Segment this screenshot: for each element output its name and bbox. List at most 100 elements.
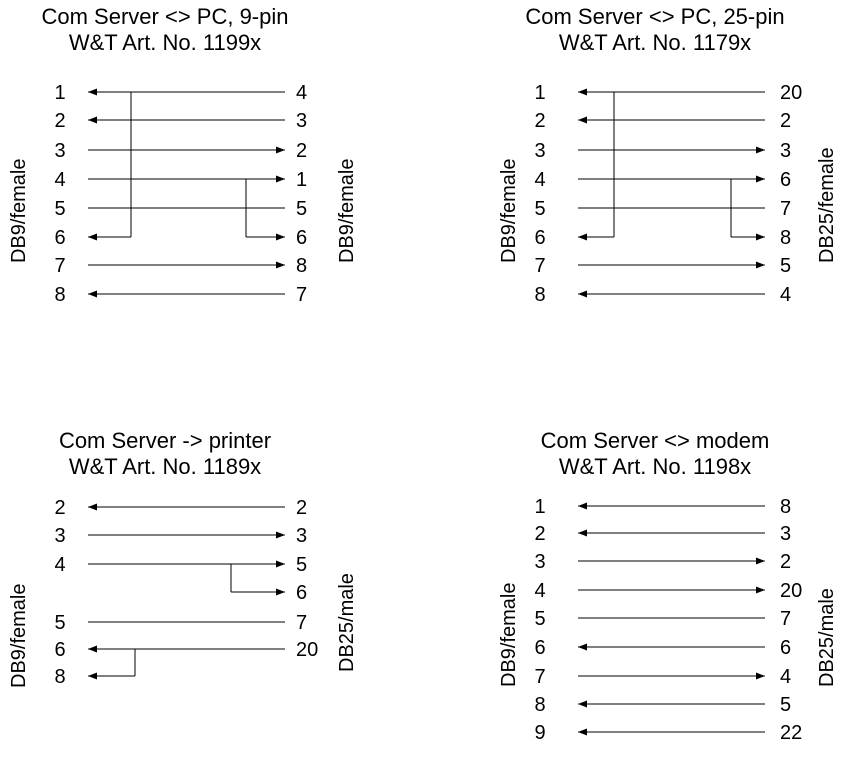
left-pin-label: 7 xyxy=(534,666,545,688)
left-pin-label: 5 xyxy=(534,198,545,220)
right-pin-label: 8 xyxy=(780,227,791,249)
right-pin-label: 6 xyxy=(780,637,791,659)
arrowhead xyxy=(756,557,765,565)
arrowhead xyxy=(88,88,97,96)
diagram-subtitle: W&T Art. No. 1189x xyxy=(68,454,262,479)
right-pin-label: 1 xyxy=(296,169,307,191)
right-pin-label: 5 xyxy=(296,554,307,576)
left-pin-label: 4 xyxy=(534,169,545,191)
left-pin-label: 6 xyxy=(534,637,545,659)
diagram-subtitle: W&T Art. No. 1179x xyxy=(558,30,752,55)
arrowhead xyxy=(276,175,285,183)
right-pin-label: 4 xyxy=(296,82,307,104)
right-pin-label: 2 xyxy=(780,551,791,573)
arrowhead xyxy=(578,529,587,537)
left-pin-label: 4 xyxy=(54,169,65,191)
diagram-printer: Com Server -> printer W&T Art. No. 1189x… xyxy=(0,424,358,764)
left-pin-label: 1 xyxy=(534,82,545,104)
right-pin-label: 5 xyxy=(780,255,791,277)
arrowhead xyxy=(276,560,285,568)
right-pin-label: 6 xyxy=(296,582,307,604)
right-pin-label: 7 xyxy=(780,608,791,630)
left-pin-label: 4 xyxy=(54,554,65,576)
right-pin-label: 20 xyxy=(780,580,802,602)
arrowhead xyxy=(276,146,285,154)
diagram-title: Com Server -> printer xyxy=(58,428,272,453)
right-pin-label: 7 xyxy=(780,198,791,220)
arrowhead xyxy=(578,290,587,298)
left-pin-label: 8 xyxy=(54,666,65,688)
wiring-diagram: 1 8 2 3 3 2 4 20 5 7 6 6 7 4 8 5 9 22 xyxy=(534,496,802,744)
right-pin-label: 8 xyxy=(780,496,791,518)
arrowhead xyxy=(88,503,97,511)
right-pin-label: 7 xyxy=(296,612,307,634)
arrowhead xyxy=(88,672,97,680)
arrowhead xyxy=(88,233,97,241)
diagram-title: Com Server <> PC, 25-pin xyxy=(525,4,785,29)
left-pin-label: 8 xyxy=(534,284,545,306)
left-pin-label: 2 xyxy=(54,497,65,519)
right-pin-label: 22 xyxy=(780,722,802,744)
wiring-diagram: 1 4 2 3 3 2 4 1 5 5 6 6 7 8 8 7 xyxy=(54,82,307,306)
left-pin-label: 4 xyxy=(534,580,545,602)
right-pin-label: 20 xyxy=(780,82,802,104)
arrowhead xyxy=(276,233,285,241)
right-pin-label: 3 xyxy=(780,140,791,162)
right-pin-label: 7 xyxy=(296,284,307,306)
left-pin-label: 2 xyxy=(534,523,545,545)
left-pin-label: 6 xyxy=(534,227,545,249)
diagram-modem: Com Server <> modem W&T Art. No. 1198x D… xyxy=(490,424,838,764)
left-pin-label: 8 xyxy=(534,694,545,716)
arrowhead xyxy=(88,116,97,124)
right-pin-label: 2 xyxy=(780,110,791,132)
left-pin-label: 7 xyxy=(54,255,65,277)
left-pin-label: 3 xyxy=(534,140,545,162)
right-pin-label: 5 xyxy=(296,198,307,220)
left-pin-label: 9 xyxy=(534,722,545,744)
arrowhead xyxy=(276,261,285,269)
right-pin-label: 5 xyxy=(780,694,791,716)
diagram-pc-9pin: Com Server <> PC, 9-pin W&T Art. No. 119… xyxy=(0,0,358,340)
wiring-diagram: 2 2 3 3 4 5 6 5 7 6 20 8 xyxy=(54,497,318,688)
arrowhead xyxy=(578,88,587,96)
left-pin-label: 2 xyxy=(54,110,65,132)
left-pin-label: 5 xyxy=(54,612,65,634)
diagram-pc-25pin: Com Server <> PC, 25-pin W&T Art. No. 11… xyxy=(490,0,838,340)
left-pin-label: 7 xyxy=(534,255,545,277)
left-pin-label: 3 xyxy=(54,525,65,547)
right-pin-label: 8 xyxy=(296,255,307,277)
arrowhead xyxy=(276,531,285,539)
left-pin-label: 5 xyxy=(534,608,545,630)
left-pin-label: 1 xyxy=(54,82,65,104)
arrowhead xyxy=(578,728,587,736)
arrowhead xyxy=(756,672,765,680)
right-pin-label: 3 xyxy=(780,523,791,545)
arrowhead xyxy=(756,261,765,269)
arrowhead xyxy=(88,290,97,298)
arrowhead xyxy=(756,586,765,594)
right-connector-label: DB25/male xyxy=(336,573,358,672)
arrowhead xyxy=(276,588,285,596)
arrowhead xyxy=(578,233,587,241)
right-connector-label: DB9/female xyxy=(336,158,358,264)
arrowhead xyxy=(578,116,587,124)
wiring-diagram: 1 20 2 2 3 3 4 6 5 7 6 8 7 5 8 4 xyxy=(534,82,802,306)
left-pin-label: 3 xyxy=(534,551,545,573)
left-pin-label: 6 xyxy=(54,639,65,661)
diagram-title: Com Server <> PC, 9-pin xyxy=(41,4,289,29)
left-pin-label: 8 xyxy=(54,284,65,306)
right-pin-label: 3 xyxy=(296,525,307,547)
diagram-title: Com Server <> modem xyxy=(540,428,770,453)
right-pin-label: 6 xyxy=(296,227,307,249)
left-pin-label: 2 xyxy=(534,110,545,132)
right-pin-label: 2 xyxy=(296,497,307,519)
arrowhead xyxy=(578,643,587,651)
arrowhead xyxy=(756,233,765,241)
left-pin-label: 5 xyxy=(54,198,65,220)
left-pin-label: 1 xyxy=(534,496,545,518)
right-pin-label: 6 xyxy=(780,169,791,191)
arrowhead xyxy=(88,645,97,653)
diagram-subtitle: W&T Art. No. 1199x xyxy=(68,30,262,55)
arrowhead xyxy=(578,700,587,708)
left-pin-label: 3 xyxy=(54,140,65,162)
